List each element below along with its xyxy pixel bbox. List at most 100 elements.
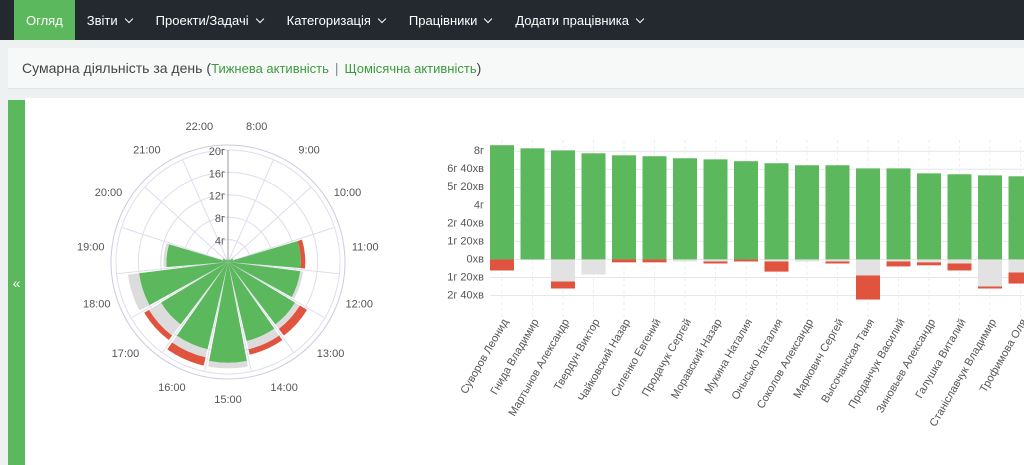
sector (278, 305, 308, 336)
sector (163, 243, 170, 268)
sector (228, 262, 296, 325)
sector (228, 262, 301, 298)
sector (127, 273, 150, 311)
nav-item[interactable]: Проекти/Задачі (144, 0, 275, 40)
bar (734, 259, 758, 262)
bar (551, 281, 575, 289)
sector (246, 328, 280, 350)
bar (612, 155, 636, 260)
sector (225, 259, 228, 262)
nav-item[interactable]: Звіти (75, 0, 144, 40)
sector (176, 262, 228, 350)
radial-line (227, 261, 340, 275)
sidebar-toggle[interactable]: « (8, 100, 25, 465)
hour-label: 15:00 (214, 394, 242, 406)
sector (228, 262, 275, 342)
top-nav: Огляд Звіти Проекти/Задачі Категоризація Пра… (0, 0, 1024, 40)
radial-line (181, 159, 229, 263)
nav-item[interactable]: Огляд (14, 0, 75, 40)
panel-title: Сумарна діяльність за день (22, 60, 203, 76)
bar (886, 261, 911, 267)
bar (886, 168, 911, 260)
bar (947, 259, 972, 264)
paren: ( (206, 60, 212, 76)
hour-label: 19:00 (77, 241, 105, 253)
bar (581, 153, 606, 260)
sector (248, 335, 283, 355)
bar (795, 259, 819, 262)
radial-line (144, 186, 229, 263)
bar (825, 259, 850, 262)
bar (520, 148, 545, 260)
hour-label: 22:00 (186, 121, 214, 133)
weekly-link[interactable]: Тижнева активність (211, 60, 329, 76)
bar (703, 159, 728, 260)
bar (764, 261, 789, 272)
y-tick-label: 1г 20хв (447, 271, 484, 283)
separator: | (334, 60, 339, 76)
radial-tick-label: 16г (209, 168, 225, 180)
bar (581, 259, 606, 275)
sector (139, 262, 228, 306)
radial-line (121, 226, 229, 263)
radial-line (227, 261, 252, 372)
monthly-link[interactable]: Щомісячна активність (344, 60, 477, 76)
bar (703, 261, 728, 264)
radial-line (116, 261, 229, 275)
radial-line (161, 261, 229, 353)
radial-line (204, 261, 229, 372)
bar (734, 161, 758, 260)
radial-line (130, 261, 229, 319)
y-tick-label: 4г (474, 199, 484, 211)
sector (209, 262, 247, 363)
bar (825, 165, 850, 260)
radial-tick-label: 8г (215, 213, 225, 225)
nav-item[interactable]: Категоризація (275, 0, 397, 40)
y-tick-label: 2г 40хв (447, 289, 484, 301)
sector (228, 258, 234, 262)
sector (275, 302, 300, 329)
bar (978, 286, 1002, 289)
bar (947, 263, 972, 271)
radial-tick-label: 12г (209, 191, 225, 203)
sector (291, 271, 304, 299)
bar (917, 262, 941, 266)
hour-label: 12:00 (345, 299, 373, 311)
sector (148, 302, 181, 336)
y-tick-label: 6г 40хв (447, 163, 484, 175)
sector (222, 258, 228, 262)
x-tick-label: Зиновьев Александр (874, 317, 938, 415)
radial-line (227, 261, 326, 319)
outer-ring (110, 144, 346, 380)
paren: ) (476, 60, 482, 76)
hour-label: 18:00 (83, 299, 111, 311)
hour-label: 17:00 (112, 348, 140, 360)
hour-label: 9:00 (298, 144, 319, 156)
bar (1008, 272, 1024, 284)
hour-label: 11:00 (352, 241, 379, 253)
sector (228, 260, 229, 262)
bar (856, 168, 880, 260)
nav-item[interactable]: Додати працівника (503, 0, 655, 40)
radial-tick-label: 4г (215, 236, 225, 248)
bar (856, 275, 880, 300)
sector (160, 262, 228, 325)
bar (1008, 259, 1024, 273)
bar (825, 261, 850, 264)
hour-label: 21:00 (133, 144, 161, 156)
bar (856, 259, 880, 276)
sector (167, 342, 206, 366)
x-tick-label: Соколов Александр (755, 317, 816, 411)
sector (208, 361, 248, 369)
nav-item[interactable]: Працівники (397, 0, 503, 40)
bar (612, 259, 636, 263)
hour-label: 14:00 (270, 382, 298, 394)
bar (764, 259, 789, 262)
y-tick-label: 5г 20хв (447, 181, 484, 193)
bar (551, 150, 575, 260)
radial-line (227, 159, 275, 263)
bar (673, 158, 697, 260)
y-tick-label: 2г 40хв (447, 217, 484, 229)
bar (917, 259, 941, 263)
